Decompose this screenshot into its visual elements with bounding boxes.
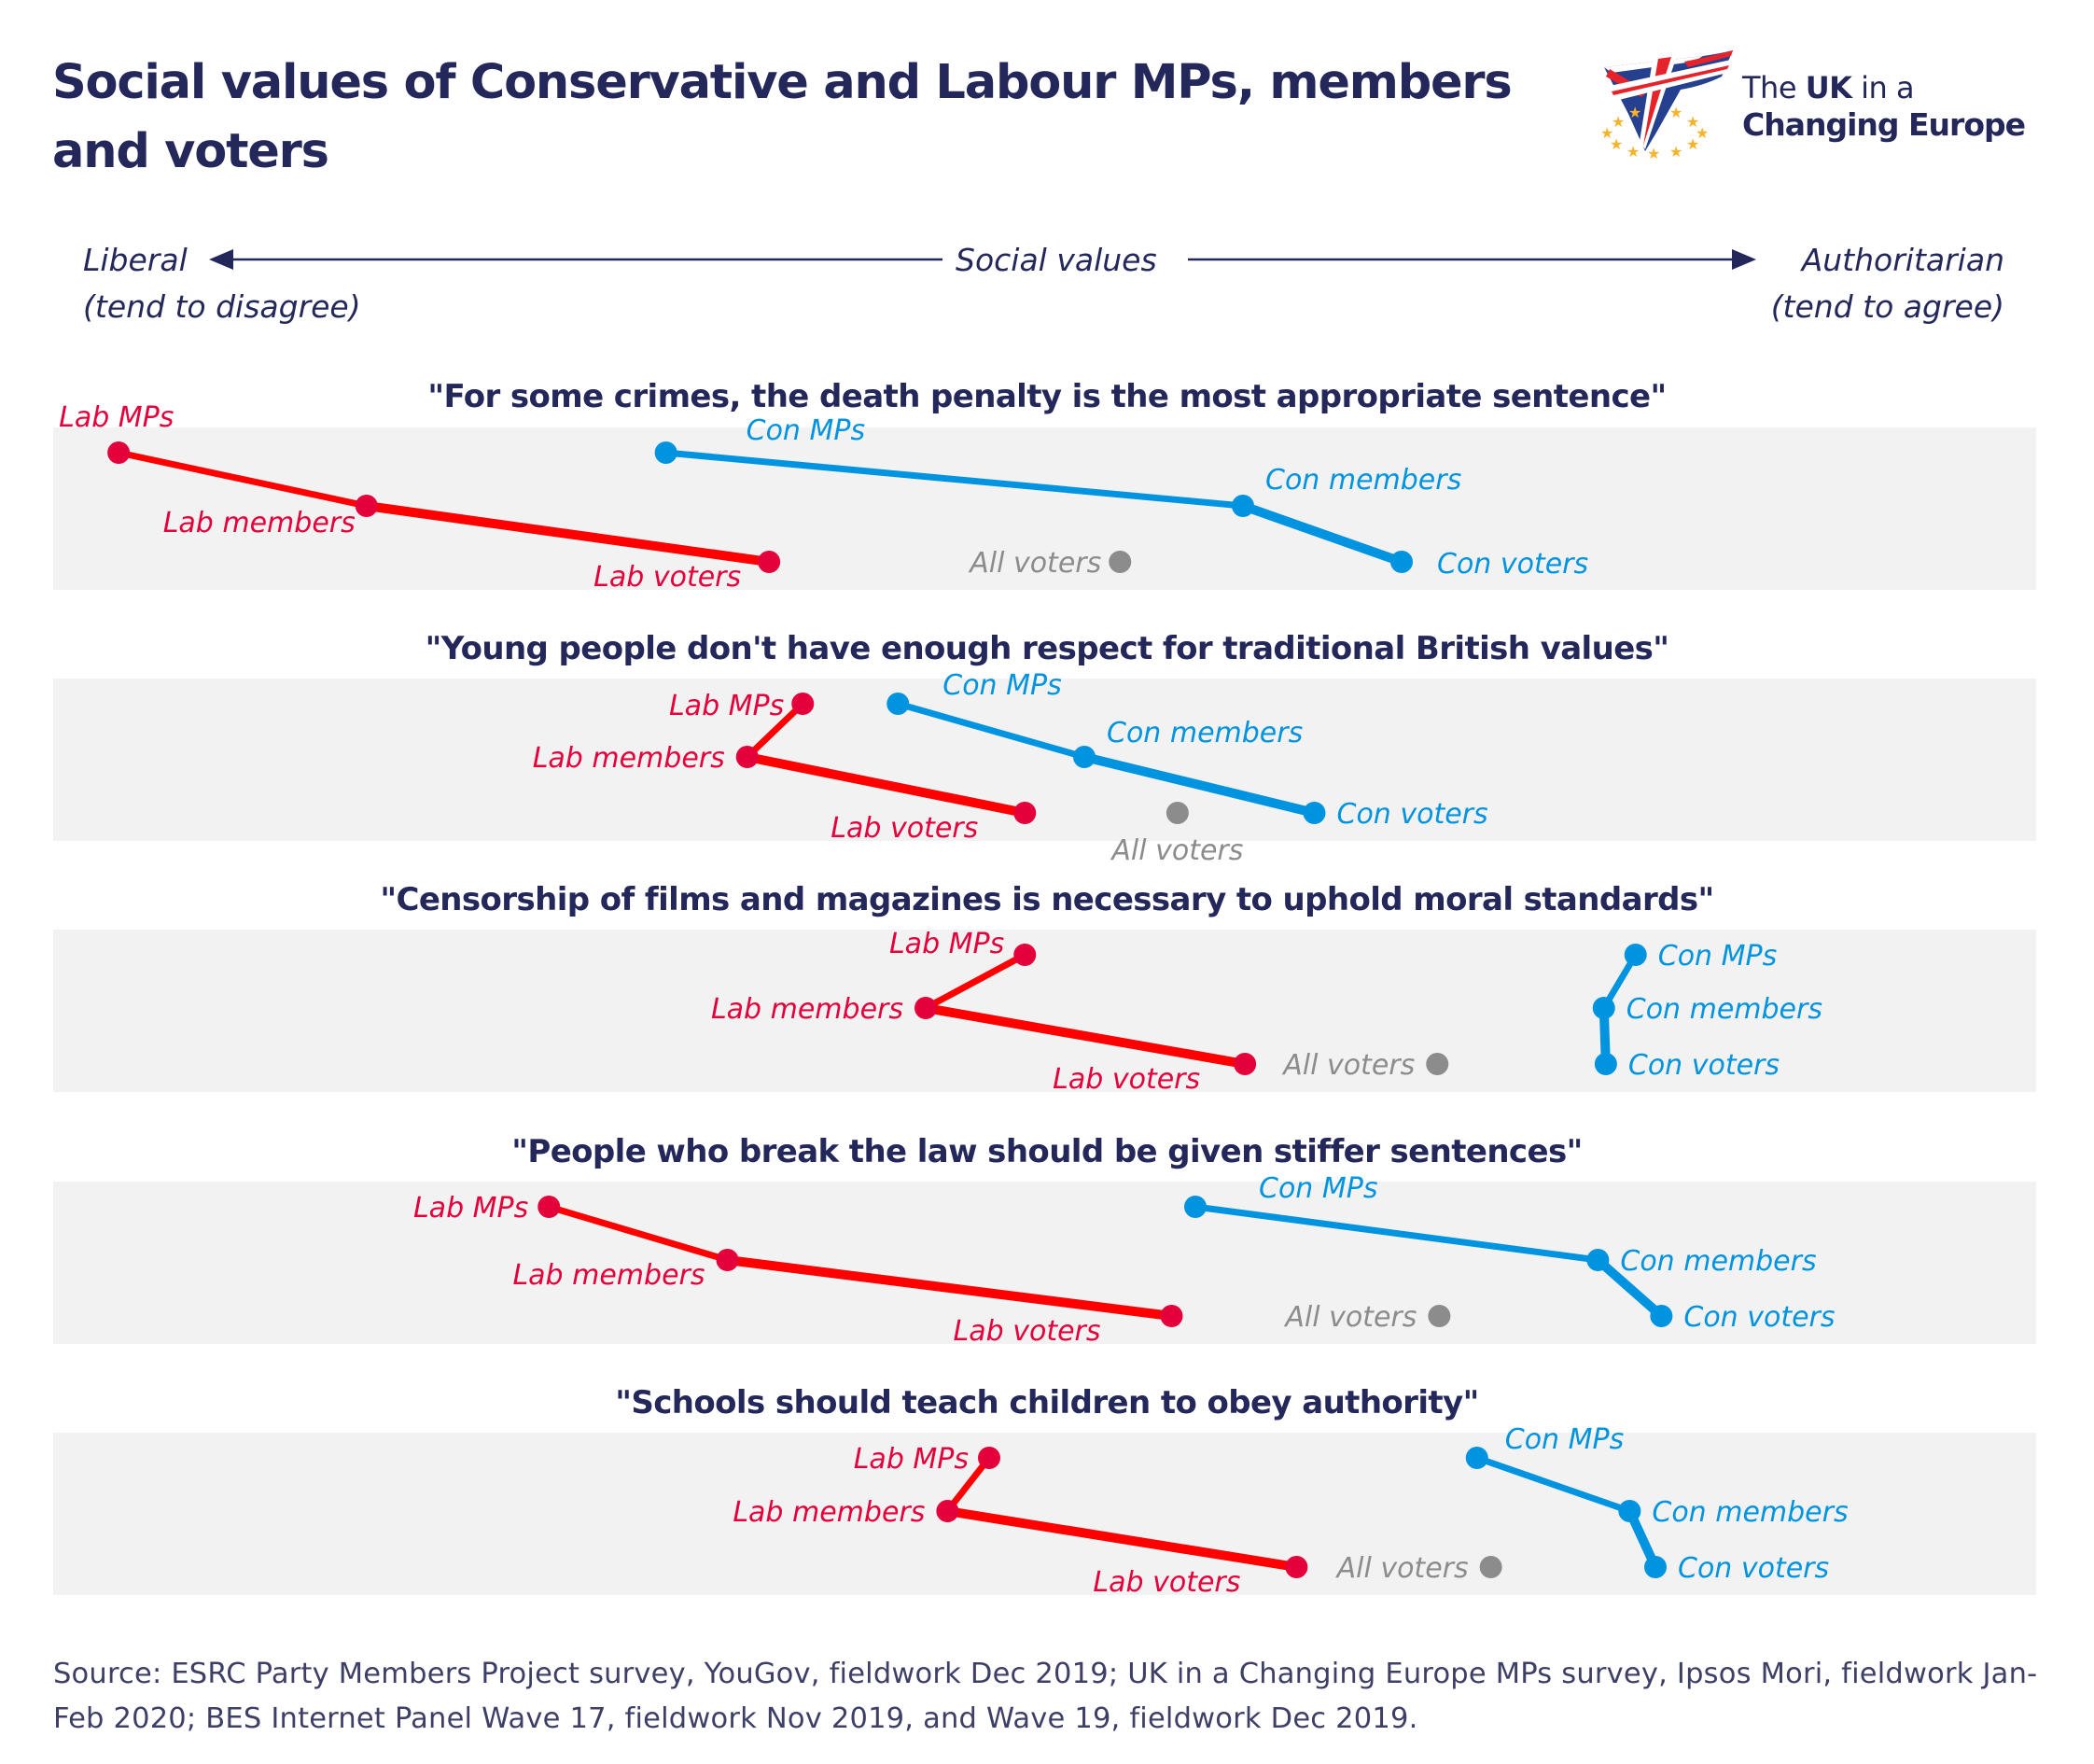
logo-word-uk: UK xyxy=(1805,70,1852,105)
arrow-left-icon xyxy=(209,249,233,270)
panel-question-4: "People who break the law should be give… xyxy=(511,1133,1583,1170)
panel-band-1 xyxy=(53,427,2036,590)
svg-text:★: ★ xyxy=(1686,113,1699,131)
social-values-axis: Liberal (tend to disagree) Social values… xyxy=(0,233,2094,336)
svg-text:★: ★ xyxy=(1600,124,1613,142)
panel-band-3 xyxy=(53,930,2036,1092)
svg-text:★: ★ xyxy=(1696,124,1709,142)
logo-word-the: The xyxy=(1742,70,1797,105)
svg-text:★: ★ xyxy=(1626,143,1640,161)
panel-band-4 xyxy=(53,1182,2036,1344)
panel-question-3: "Censorship of films and magazines is ne… xyxy=(380,881,1714,918)
panel-question-1: "For some crimes, the death penalty is t… xyxy=(427,378,1667,415)
chart-title: Social values of Conservative and Labour… xyxy=(52,55,1513,179)
uk-in-a-changing-europe-logo: ★ ★ ★ ★ ★ ★ ★ ★ ★ ★ ★ The UK in a Changing Europ… xyxy=(1591,49,2058,162)
axis-arrows xyxy=(209,249,1756,270)
svg-text:★: ★ xyxy=(1610,135,1623,153)
liberal-title: Liberal xyxy=(83,242,188,278)
panel-question-2: "Young people don't have enough respect … xyxy=(425,630,1669,667)
authoritarian-subtitle: (tend to agree) xyxy=(1770,288,2004,325)
liberal-subtitle: (tend to disagree) xyxy=(83,288,361,325)
panel-band-5 xyxy=(53,1433,2036,1595)
svg-text:★: ★ xyxy=(1612,113,1625,131)
arrow-right-icon xyxy=(1732,249,1756,270)
logo-word-in-a: in a xyxy=(1861,70,1915,105)
authoritarian-label: Authoritarian (tend to agree) xyxy=(1771,237,2004,330)
logo-text: The UK in a Changing Europe xyxy=(1742,69,2026,144)
svg-text:★: ★ xyxy=(1628,104,1641,121)
liberal-label: Liberal (tend to disagree) xyxy=(83,237,361,330)
authoritarian-title: Authoritarian xyxy=(1801,242,2004,278)
eu-stars-icon: ★★ ★★ ★ ★★ ★ ★ ★ ★ xyxy=(1600,104,1709,162)
source-note: Source: ESRC Party Members Project surve… xyxy=(53,1658,2038,1735)
axis-center-label: Social values xyxy=(956,242,1157,278)
svg-text:★: ★ xyxy=(1669,104,1682,121)
svg-text:★: ★ xyxy=(1647,145,1660,161)
logo-word-changing-europe: Changing Europe xyxy=(1742,106,2026,143)
svg-text:★: ★ xyxy=(1669,143,1682,161)
svg-text:★: ★ xyxy=(1686,135,1699,153)
union-flag-eu-stars-icon: ★★ ★★ ★ ★★ ★ ★ ★ ★ xyxy=(1600,50,1733,162)
union-flag-icon xyxy=(1604,50,1733,151)
panel-band-2 xyxy=(53,679,2036,841)
panel-question-5: "Schools should teach children to obey a… xyxy=(615,1384,1479,1421)
